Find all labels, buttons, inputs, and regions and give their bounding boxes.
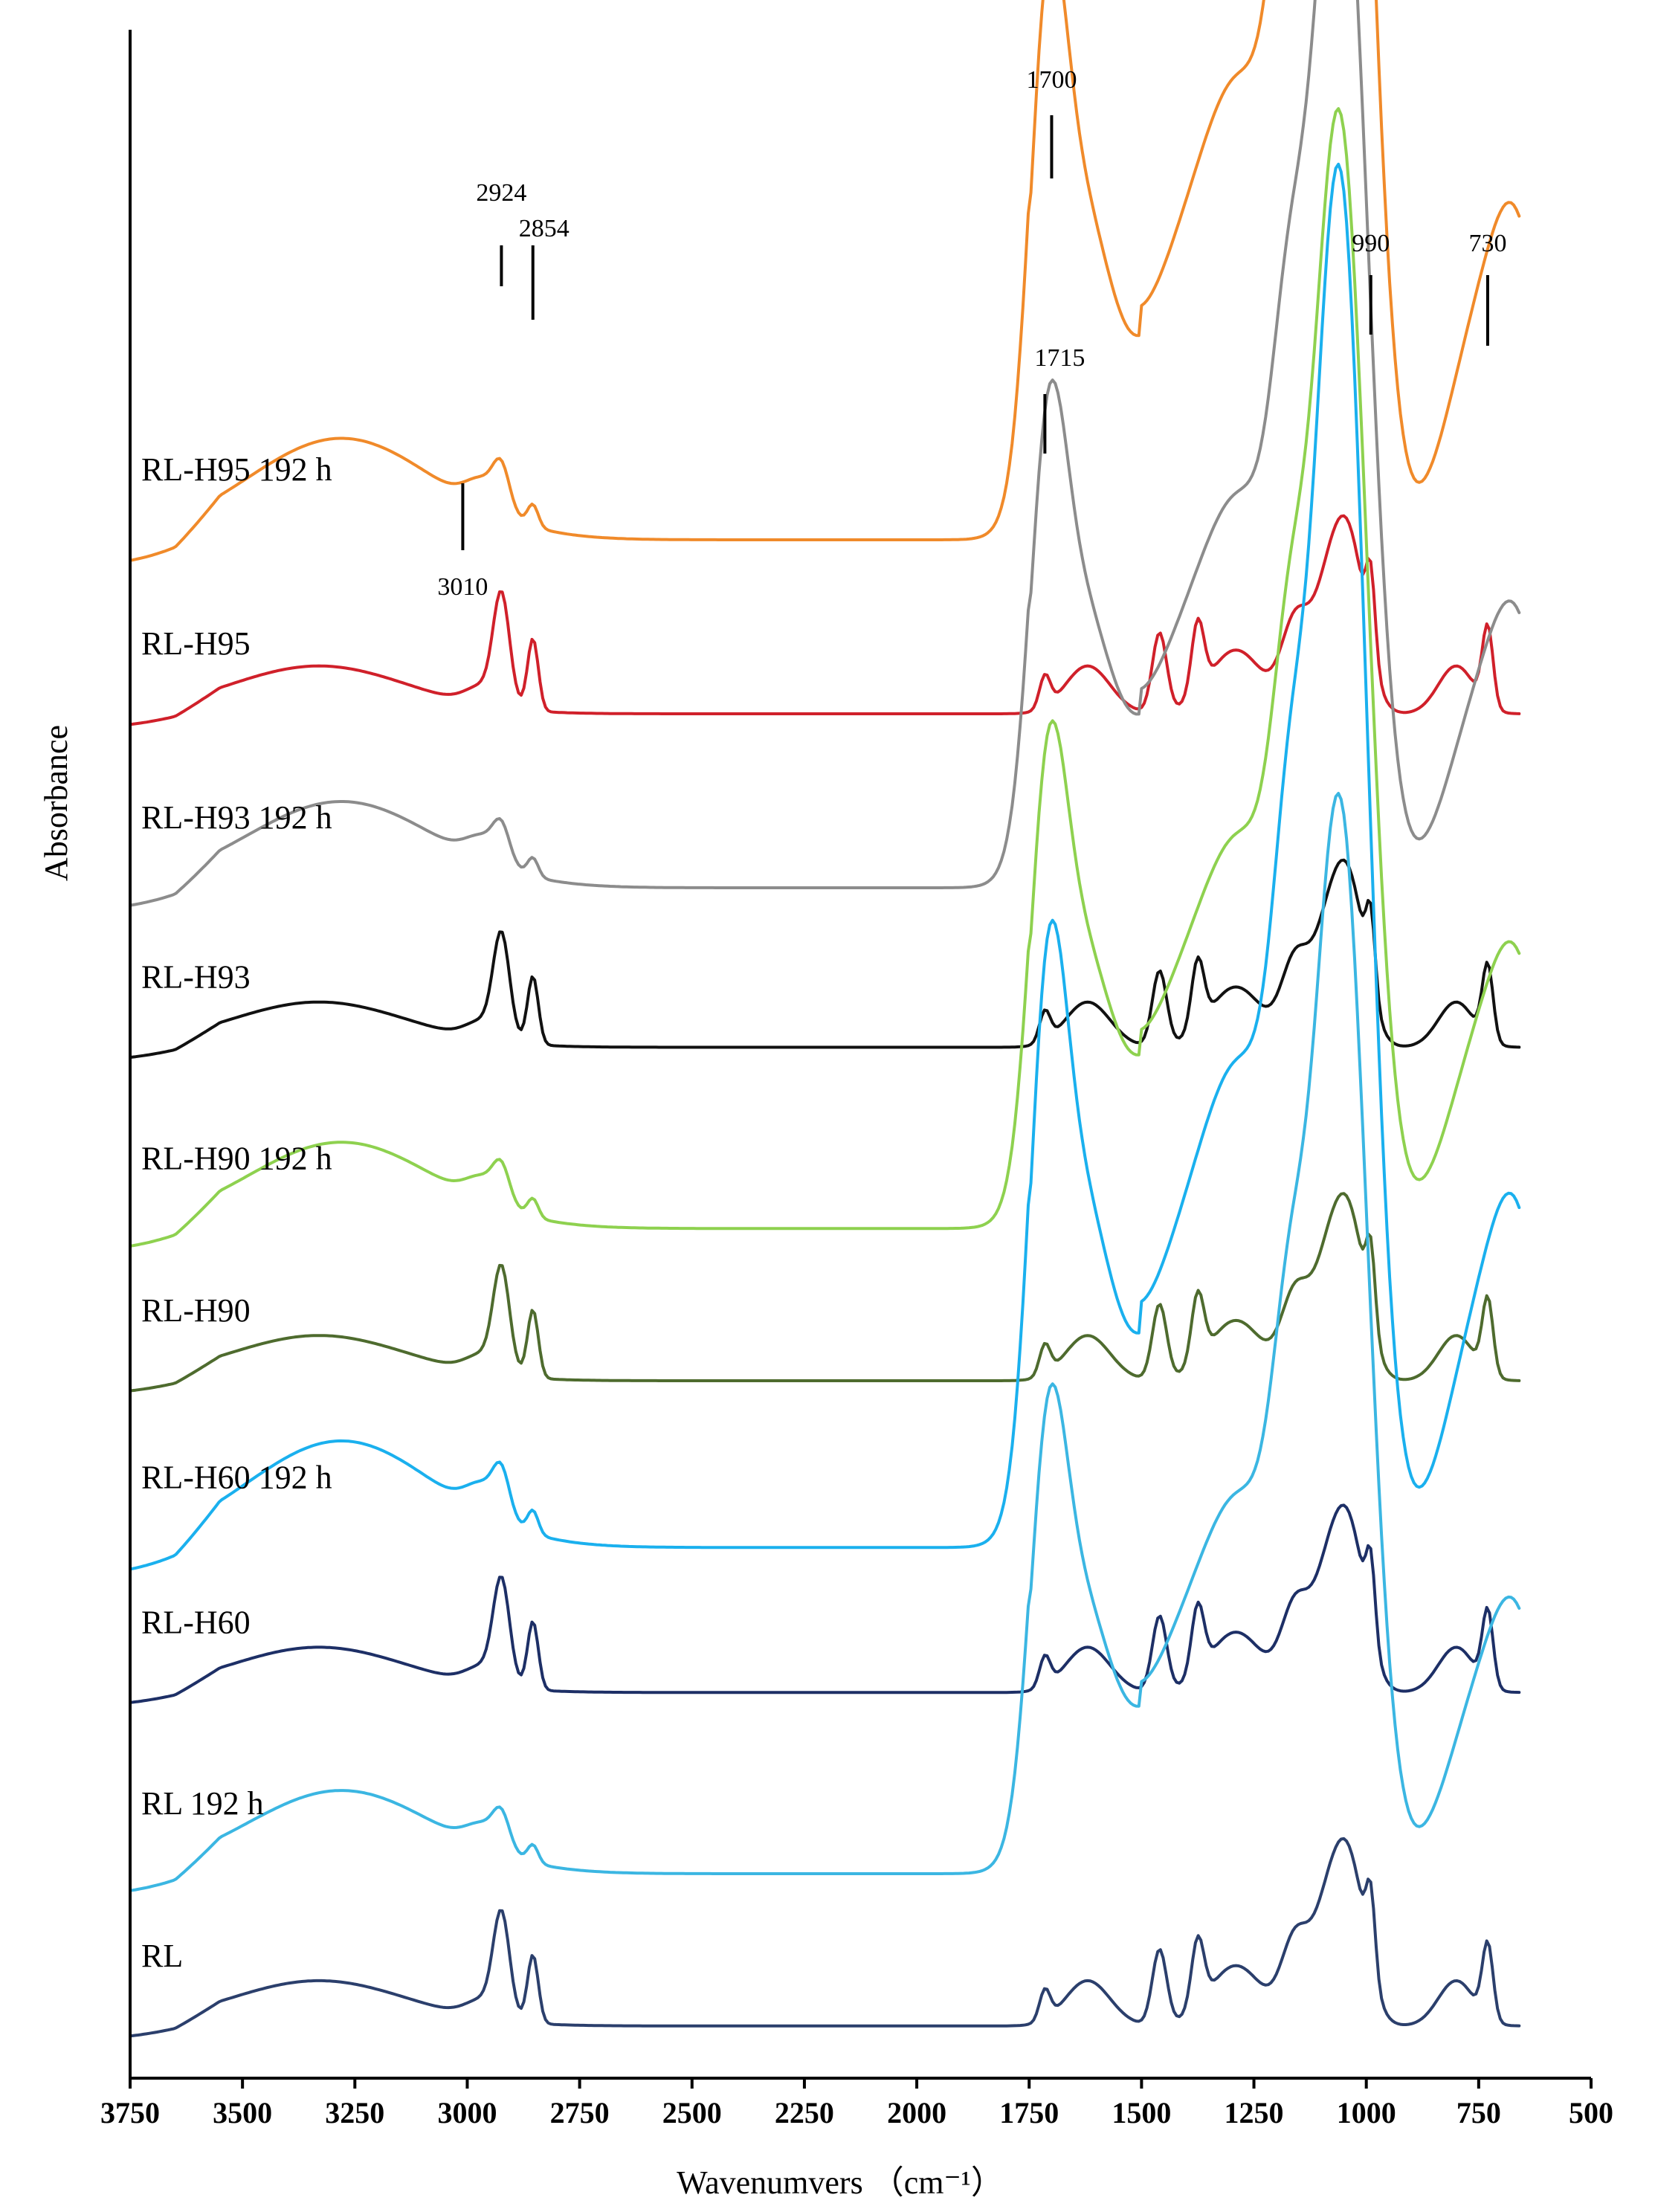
series-label-1: RL-H95 [141,625,251,662]
series-label-8: RL 192 h [141,1785,264,1822]
x-tick-label-750: 750 [1456,2096,1501,2129]
series-line-1 [129,514,1521,726]
x-tick-label-3250: 3250 [325,2096,384,2129]
x-tick-label-3750: 3750 [100,2096,160,2129]
series-line-0 [129,0,1521,562]
x-tick-label-2500: 2500 [662,2096,722,2129]
annotation-label-1700: 1700 [1026,66,1077,94]
series-line-8 [129,792,1521,1892]
series-line-4 [129,107,1521,1248]
x-tick-label-1000: 1000 [1337,2096,1396,2129]
series-label-4: RL-H90 192 h [141,1140,332,1176]
annotation-label-990: 990 [1352,230,1390,257]
x-tick-label-3500: 3500 [213,2096,272,2129]
series-line-3 [129,858,1521,1060]
series-label-layer: RL-H95 192 h RL-H95 RL-H93 192 h RL-H93 RL-H… [141,451,332,1974]
series-label-9: RL [141,1938,183,1974]
x-tick-label-3000: 3000 [437,2096,497,2129]
series-layer [129,0,1521,2038]
series-line-7 [129,1503,1521,1704]
series-line-9 [129,1837,1521,2038]
x-tick-label-1500: 1500 [1112,2096,1171,2129]
x-tick-label-2750: 2750 [550,2096,610,2129]
annotation-label-730: 730 [1468,230,1506,257]
x-tick-label-2000: 2000 [887,2096,946,2129]
series-label-5: RL-H90 [141,1292,251,1329]
annotation-layer: 2924 2854 1700 990 730 1715 3010 [437,66,1506,601]
axis-layer [129,30,1591,2080]
series-label-2: RL-H93 192 h [141,799,332,836]
x-tick-label-2250: 2250 [775,2096,834,2129]
x-tick-label-1750: 1750 [999,2096,1059,2129]
annotation-label-1715: 1715 [1034,344,1085,372]
annotation-label-2924: 2924 [476,179,526,207]
series-label-0: RL-H95 192 h [141,451,332,488]
x-tick-label-500: 500 [1569,2096,1613,2129]
series-line-6 [129,162,1521,1571]
series-label-7: RL-H60 [141,1604,251,1640]
x-tick-layer: 3750 3500 3250 3000 2750 2500 2250 2000 1750 1500… [100,2078,1613,2129]
annotation-label-2854: 2854 [519,215,570,242]
annotation-label-3010: 3010 [437,573,488,601]
series-line-5 [129,1192,1521,1393]
y-axis-title: Absorbance [38,725,74,881]
series-label-3: RL-H93 [141,959,251,996]
x-tick-label-1250: 1250 [1225,2096,1284,2129]
series-label-6: RL-H60 192 h [141,1459,332,1495]
x-axis-title: Wavenumvers （cm⁻¹） [677,2164,1004,2201]
series-line-2 [129,0,1521,907]
